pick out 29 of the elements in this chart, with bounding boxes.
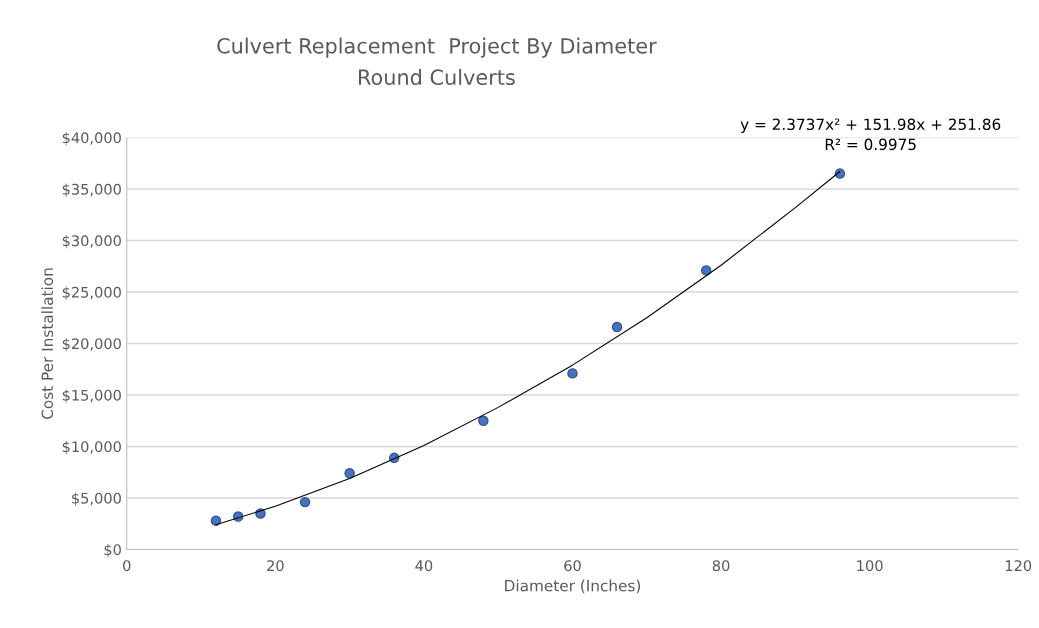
y-tick-label: $30,000: [62, 234, 121, 249]
x-tick-label: 100: [857, 560, 883, 572]
chart-title: Culvert Replacement Project By Diameter: [217, 37, 657, 58]
y-tick-label: $40,000: [62, 131, 121, 146]
x-tick-label: 120: [1005, 560, 1032, 572]
y-tick-label: $15,000: [62, 389, 121, 403]
point: [567, 368, 578, 379]
x-axis-title: Diameter (Inches): [505, 579, 641, 594]
y-tick-label: $35,000: [62, 183, 121, 197]
point: [299, 496, 311, 508]
text: y = 2.3737x² + 151.98x + 251.86: [740, 118, 1001, 133]
annotation: R² = 0.9975: [825, 138, 916, 151]
y-tick-label: $20,000: [62, 337, 121, 352]
x-tick-label: 80: [712, 560, 730, 572]
point: [344, 468, 355, 479]
y-tick-label: $5,000: [72, 492, 121, 506]
point: [478, 415, 489, 426]
y-tick-label: $10,000: [62, 440, 121, 455]
y-tick-label: $25,000: [62, 286, 121, 300]
point: [210, 515, 222, 526]
x-tick-label: 20: [267, 560, 284, 572]
chart-subtitle: Round Culverts: [359, 68, 515, 86]
x-tick-label: 60: [564, 560, 581, 572]
y-axis-title: Cost Per Installation: [41, 268, 54, 419]
x-tick-label: 0: [123, 560, 131, 572]
y-tick-label: $0: [104, 543, 121, 558]
point: [700, 265, 712, 276]
x-tick-label: 40: [415, 560, 433, 572]
point: [611, 321, 623, 333]
